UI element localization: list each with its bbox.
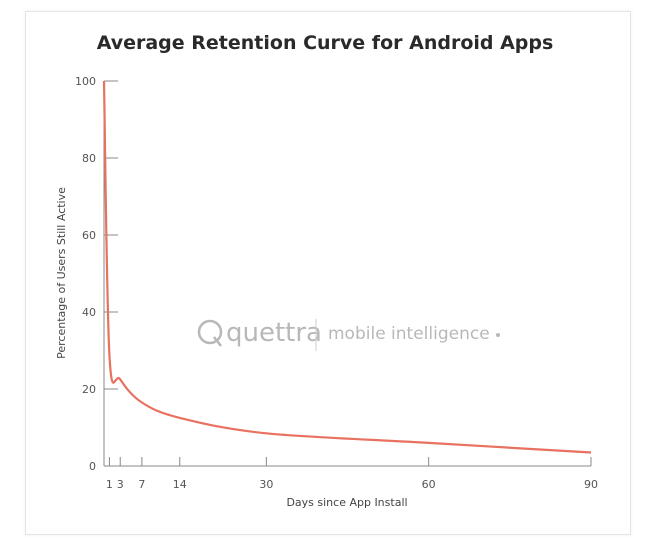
y-axis-label: Percentage of Users Still Active bbox=[55, 187, 68, 359]
watermark-brand: quettra bbox=[226, 318, 322, 348]
watermark-tagline: mobile intelligence bbox=[328, 324, 490, 344]
x-tick-label: 14 bbox=[173, 478, 187, 491]
x-ticks: 1 3 7 14 30 60 90 bbox=[106, 457, 598, 491]
chart-card bbox=[25, 11, 631, 535]
x-tick-label: 60 bbox=[422, 478, 436, 491]
x-tick-label: 30 bbox=[259, 478, 273, 491]
y-tick-label: 80 bbox=[82, 152, 96, 165]
y-tick-label: 40 bbox=[82, 306, 96, 319]
y-tick-label: 0 bbox=[89, 460, 96, 473]
y-tick-label: 100 bbox=[75, 75, 96, 88]
watermark-dot bbox=[496, 333, 500, 337]
x-axis-label: Days since App Install bbox=[286, 496, 407, 509]
quettra-logo-icon bbox=[197, 319, 223, 347]
y-tick-label: 20 bbox=[82, 383, 96, 396]
chart-title: Average Retention Curve for Android Apps bbox=[96, 32, 554, 54]
x-tick-label: 1 bbox=[106, 478, 113, 491]
y-ticks: 0 20 40 60 80 100 bbox=[75, 75, 118, 473]
x-tick-label: 3 bbox=[117, 478, 124, 491]
x-tick-label: 7 bbox=[138, 478, 145, 491]
x-tick-label: 90 bbox=[584, 478, 598, 491]
series-line bbox=[102, 80, 592, 454]
watermark: quettra mobile intelligence bbox=[197, 318, 500, 351]
y-tick-label: 60 bbox=[82, 229, 96, 242]
